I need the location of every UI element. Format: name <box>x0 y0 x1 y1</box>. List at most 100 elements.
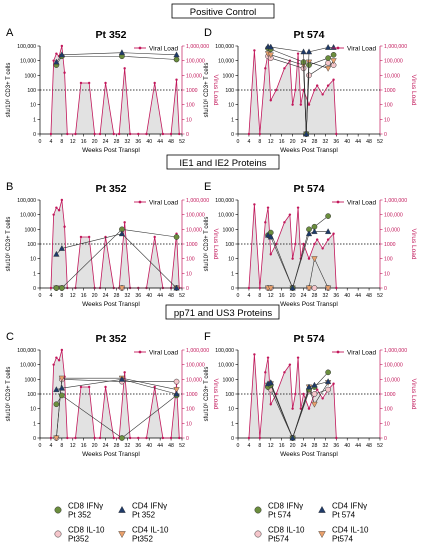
viral-load-point <box>247 286 251 290</box>
y-tick-label-right: 0 <box>186 436 189 442</box>
x-tick-label: 4 <box>49 139 52 145</box>
marker-cd4_ifng <box>53 58 60 65</box>
y-tick-label-right: 0 <box>186 286 189 292</box>
x-tick-label: 52 <box>377 293 383 299</box>
viral-load-point <box>175 78 178 81</box>
y-tick-label-left: 10,000 <box>20 213 36 219</box>
viral-load-point <box>291 257 294 260</box>
viral-load-point <box>169 132 173 136</box>
viral-load-point <box>307 257 311 260</box>
x-tick-label: 4 <box>247 139 250 145</box>
marker-cd4_ifng <box>173 390 180 397</box>
viral-load-point <box>79 235 83 239</box>
x-tick-label: 4 <box>247 443 250 449</box>
viral-load-point <box>55 52 58 55</box>
viral-load-point <box>63 71 66 74</box>
viral-load-point <box>93 132 96 136</box>
y-tick-label-left: 1 <box>231 421 234 427</box>
y-axis-label-left: sfu/10⁶ CD3+ T cells <box>5 367 12 422</box>
x-tick-label: 12 <box>268 139 274 145</box>
viral-load-area <box>50 46 180 134</box>
y-tick-label-right: 100,000 <box>384 213 403 219</box>
y-tick-label-left: 100 <box>27 242 36 248</box>
viral-load-point <box>299 103 303 106</box>
legend-marker-cd8_il10 <box>54 530 62 538</box>
marker-cd8_il10 <box>325 386 331 393</box>
viral-load-point <box>332 232 335 235</box>
viral-load-point <box>117 132 121 136</box>
viral-load-point <box>153 235 156 239</box>
panel-letter: A <box>6 27 14 39</box>
x-tick-label: 40 <box>146 139 152 145</box>
viral-load-area <box>50 200 180 288</box>
x-tick-label: 0 <box>39 139 42 145</box>
viral-load-point <box>332 78 335 81</box>
x-tick-label: 12 <box>70 443 76 449</box>
x-tick-label: 40 <box>344 293 350 299</box>
panel-title: Pt 352 <box>96 183 127 195</box>
legend-label: CD8 IL-10 <box>268 526 305 535</box>
viral-load-point <box>52 213 55 216</box>
x-tick-label: 8 <box>60 443 63 449</box>
panel-letter: B <box>6 181 13 193</box>
x-axis-label: Weeks Post Transpl <box>82 147 140 154</box>
viral-legend-label: Viral Load <box>347 46 377 53</box>
x-tick-label: 16 <box>81 293 87 299</box>
chart-panel-C: C Pt 352 0 1 10 100 1000 10,000 100,000 0 10 100 100… <box>5 331 219 458</box>
viral-load-point <box>112 132 115 136</box>
section-title-1: Positive Control <box>171 3 275 19</box>
viral-legend-marker <box>336 46 340 50</box>
viral-load-point <box>294 88 297 92</box>
y-tick-label-left: 100 <box>27 88 36 94</box>
viral-load-point <box>321 247 324 250</box>
viral-legend-marker <box>138 200 142 204</box>
y-tick-label-left: 100,000 <box>215 348 234 354</box>
y-tick-label-right: 100 <box>186 257 195 263</box>
viral-load-point <box>49 132 53 136</box>
y-tick-label-right: 10,000 <box>186 73 202 79</box>
y-tick-label-left: 10,000 <box>218 59 234 65</box>
legend-label: CD4 IFNγ <box>332 502 367 511</box>
viral-load-point <box>145 132 148 136</box>
viral-load-point <box>169 436 173 440</box>
x-tick-label: 32 <box>124 293 130 299</box>
x-tick-label: 4 <box>247 293 250 299</box>
viral-load-point <box>66 132 69 136</box>
viral-load-point <box>178 436 181 440</box>
viral-load-line <box>50 45 180 135</box>
marker-cd8_il10 <box>325 60 331 66</box>
y-tick-label-left: 10 <box>228 407 234 413</box>
x-tick-label: 28 <box>114 293 120 299</box>
panel-title: Pt 352 <box>96 29 127 41</box>
y-tick-label-right: 0 <box>384 132 387 138</box>
panel-letter: C <box>6 331 14 343</box>
y-tick-label-left: 1 <box>33 421 36 427</box>
y-tick-label-right: 100 <box>186 103 195 109</box>
viral-load-point <box>291 103 294 106</box>
viral-load-point <box>137 132 140 136</box>
x-tick-label: 24 <box>301 443 307 449</box>
x-tick-label: 20 <box>92 139 98 145</box>
viral-load-point <box>283 221 286 224</box>
viral-load-point <box>123 371 126 374</box>
y-tick-label-left: 100,000 <box>215 198 234 204</box>
marker-cd8_ifng <box>173 56 180 63</box>
marker-cd4_il10 <box>267 285 274 292</box>
marker-cd4_ifng <box>267 43 274 50</box>
y-tick-label-right: 10,000 <box>384 73 400 79</box>
viral-load-point <box>315 388 319 391</box>
x-tick-label: 32 <box>322 443 328 449</box>
y-tick-label-left: 10,000 <box>218 213 234 219</box>
y-tick-label-right: 10 <box>186 271 192 277</box>
y-tick-label-left: 1000 <box>222 377 234 383</box>
x-tick-label: 24 <box>103 293 109 299</box>
marker-cd8_ifng <box>325 55 331 61</box>
x-tick-label: 48 <box>168 443 174 449</box>
y-tick-label-right: 1000 <box>384 242 396 248</box>
x-tick-label: 48 <box>366 443 372 449</box>
x-tick-label: 40 <box>344 443 350 449</box>
y-tick-label-left: 100 <box>27 392 36 398</box>
viral-load-point <box>145 436 148 440</box>
marker-cd4_il10 <box>324 285 332 292</box>
